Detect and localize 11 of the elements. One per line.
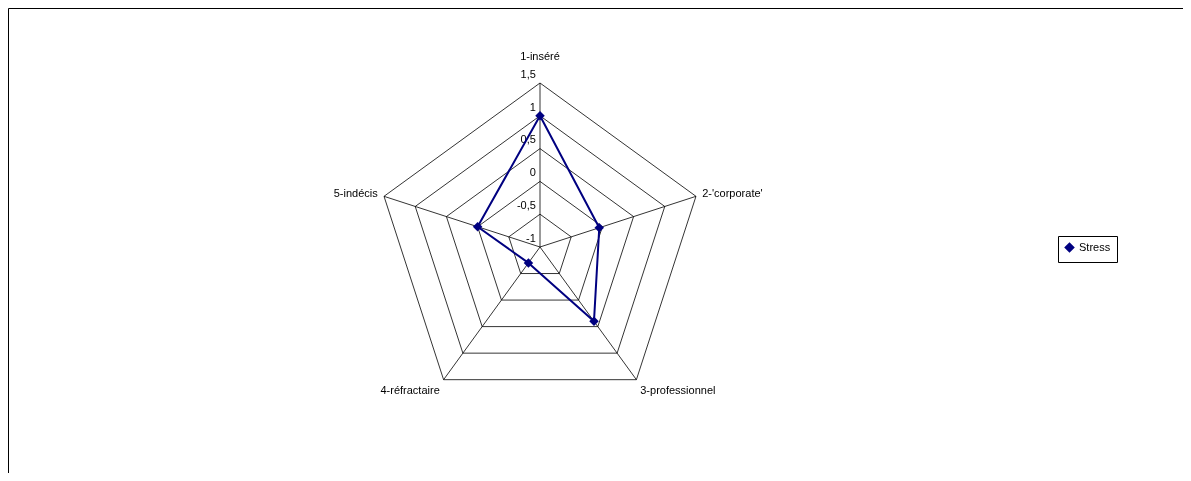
spoke-label: 4-réfractaire bbox=[380, 383, 440, 396]
y-tick-label: -1 bbox=[526, 231, 536, 244]
spoke-label: 2-'corporate' bbox=[702, 187, 763, 200]
legend-label: Stress bbox=[1079, 240, 1111, 253]
spoke-label: 1-inséré bbox=[520, 49, 560, 62]
y-tick-label: 1 bbox=[529, 100, 536, 113]
y-tick-label: 0 bbox=[529, 166, 536, 179]
y-tick-label: 1,5 bbox=[520, 67, 536, 80]
y-tick-label: -0,5 bbox=[516, 198, 536, 211]
spoke-label: 3-professionnel bbox=[640, 383, 716, 396]
spoke-label: 5-indécis bbox=[333, 187, 379, 200]
